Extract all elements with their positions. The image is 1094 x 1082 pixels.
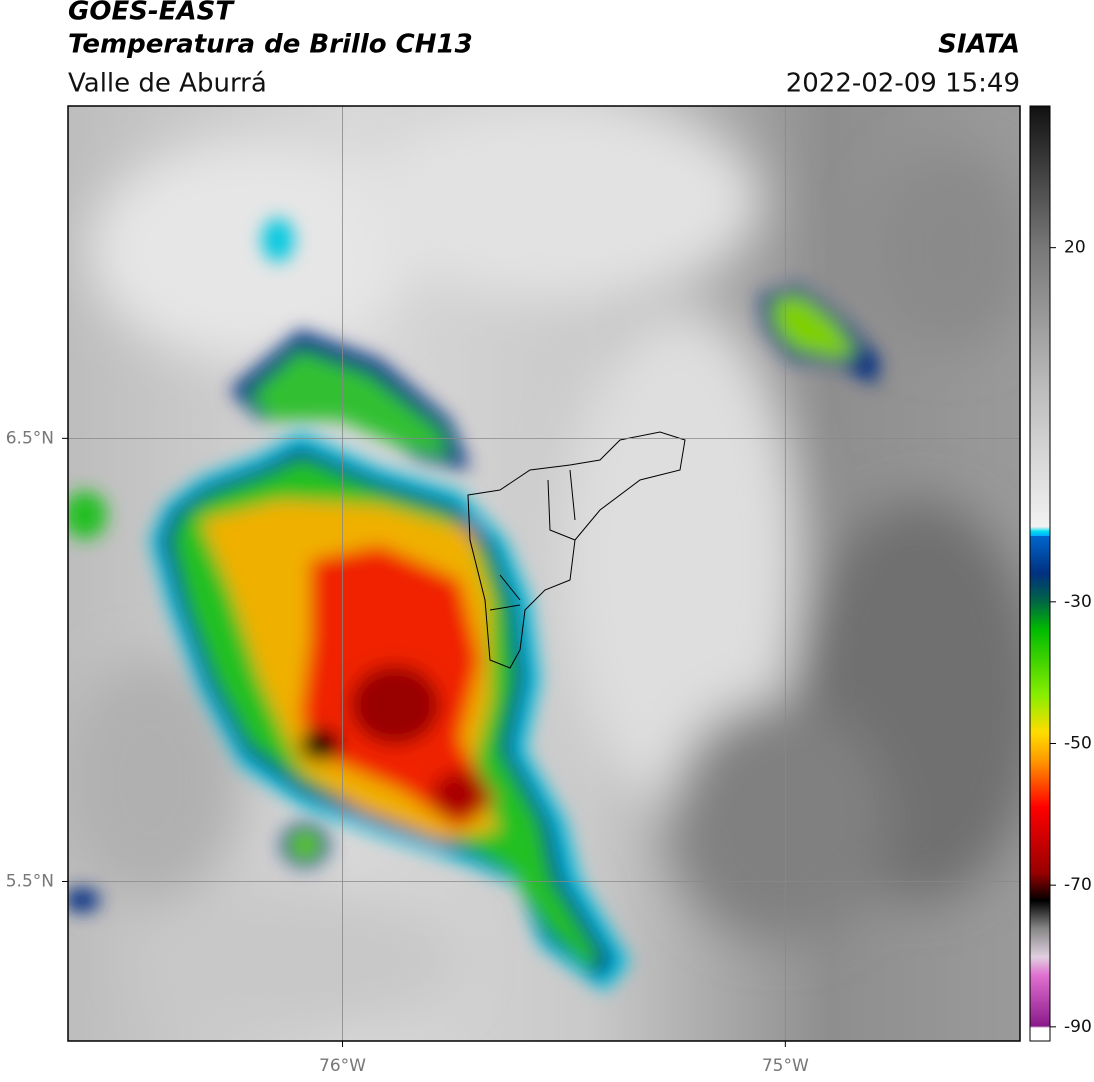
- timestamp: 2022-02-09 15:49: [786, 69, 1020, 99]
- lon-label: 76°W: [319, 1056, 366, 1076]
- colorbar-label: 20: [1064, 238, 1086, 258]
- colorbar-label: -30: [1064, 592, 1092, 612]
- lat-label: 6.5°N: [6, 428, 54, 448]
- colorbar-label: -50: [1064, 734, 1092, 754]
- satellite: GOES-EAST: [68, 0, 235, 27]
- colorbar-label: -70: [1064, 875, 1092, 895]
- product: Temperatura de Brillo CH13: [68, 30, 473, 60]
- colorbar: [1029, 105, 1051, 1042]
- lon-label: 75°W: [762, 1056, 809, 1076]
- region: Valle de Aburrá: [68, 69, 267, 99]
- colorbar-label: -90: [1064, 1017, 1092, 1037]
- satellite-image: [68, 106, 1020, 1041]
- lat-label: 5.5°N: [6, 871, 54, 891]
- map-frame: [67, 105, 1021, 1042]
- source: SIATA: [938, 30, 1020, 60]
